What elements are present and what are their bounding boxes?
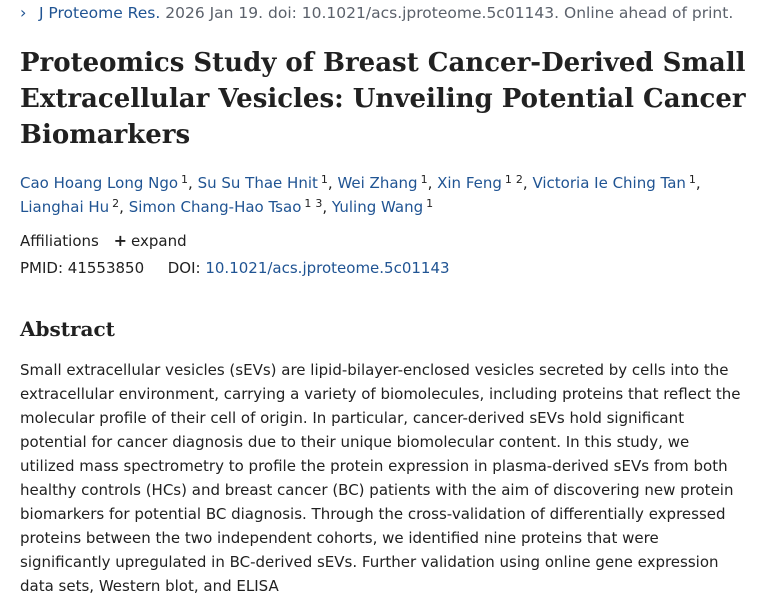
affiliation-number[interactable]: 1 [426,197,434,210]
article-title: Proteomics Study of Breast Cancer-Derive… [20,48,746,150]
affiliation-number[interactable]: 1 [504,173,512,186]
affiliation-number[interactable]: 2 [515,173,523,186]
affiliation-number[interactable]: 1 [420,173,428,186]
citation-line: › J Proteome Res. 2026 Jan 19. doi: 10.1… [20,3,746,23]
author-entry: Victoria Ie Ching Tan 1, [532,173,701,192]
author-link[interactable]: Su Su Thae Hnit [197,174,318,192]
affiliations-row: Affiliations + expand [20,231,746,251]
affiliation-number[interactable]: 1 [181,173,189,186]
doi-link[interactable]: 10.1021/acs.jproteome.5c01143 [205,259,450,277]
affiliation-number[interactable]: 1 [304,197,312,210]
abstract-text: Small extracellular vesicles (sEVs) are … [20,361,741,595]
expand-label: expand [131,232,187,250]
affiliation-markers[interactable]: 1 [321,173,328,186]
author-entry: Su Su Thae Hnit 1, [197,173,338,192]
author-list: Cao Hoang Long Ngo 1, Su Su Thae Hnit 1, W… [20,171,746,219]
author-link[interactable]: Xin Feng [437,174,502,192]
affiliation-number[interactable]: 2 [112,197,120,210]
affiliation-markers[interactable]: 2 [112,197,119,210]
author-entry: Simon Chang-Hao Tsao 1 3, [128,197,332,216]
author-link[interactable]: Simon Chang-Hao Tsao [128,198,302,216]
affiliation-markers[interactable]: 1 [421,173,428,186]
affiliation-markers[interactable]: 1 [181,173,188,186]
affiliation-markers[interactable]: 1 [426,197,433,210]
doi-label: DOI: [167,259,201,277]
author-entry: Xin Feng 1 2, [437,173,533,192]
affiliations-label: Affiliations [20,232,99,250]
author-entry: Lianghai Hu 2, [20,197,129,216]
author-link[interactable]: Wei Zhang [337,174,418,192]
affiliation-number[interactable]: 1 [320,173,328,186]
author-link[interactable]: Cao Hoang Long Ngo [20,174,179,192]
journal-link[interactable]: J Proteome Res. [38,4,161,22]
identifiers-row: PMID: 41553850 DOI: 10.1021/acs.jproteom… [20,258,746,278]
abstract-heading: Abstract [20,317,115,341]
expand-affiliations-button[interactable]: + expand [104,231,187,250]
pmid-value: 41553850 [67,259,145,277]
citation-date-doi: 2026 Jan 19. doi: 10.1021/acs.jproteome.… [165,4,734,22]
author-link[interactable]: Yuling Wang [331,198,424,216]
author-entry: Cao Hoang Long Ngo 1, [20,173,198,192]
author-link[interactable]: Victoria Ie Ching Tan [532,174,686,192]
pmid-label: PMID: [20,259,64,277]
article-page: › J Proteome Res. 2026 Jan 19. doi: 10.1… [20,0,746,598]
author-link[interactable]: Lianghai Hu [20,198,110,216]
affiliation-number[interactable]: 1 [688,173,696,186]
affiliation-markers[interactable]: 1 [689,173,696,186]
plus-icon: + [113,231,128,250]
chevron-right-icon[interactable]: › [20,3,27,22]
affiliation-number[interactable]: 3 [315,197,323,210]
author-entry: Wei Zhang 1, [337,173,438,192]
author-entry: Yuling Wang 1 [332,198,433,216]
